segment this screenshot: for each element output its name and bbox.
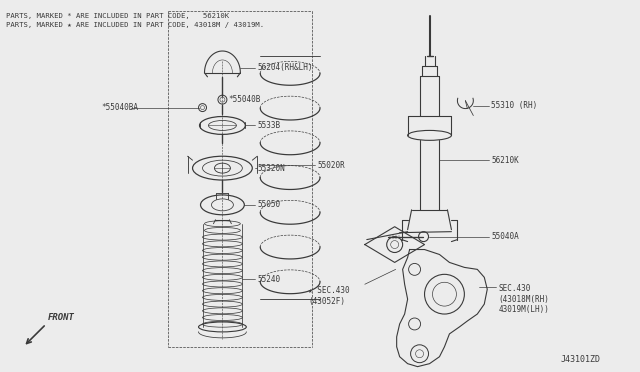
Text: *55040B: *55040B	[228, 95, 260, 104]
Text: 55020R: 55020R	[317, 161, 345, 170]
Text: 55050: 55050	[257, 201, 280, 209]
Text: 55310 (RH): 55310 (RH)	[492, 101, 538, 110]
Text: J43101ZD: J43101ZD	[561, 355, 601, 364]
Text: 55040A: 55040A	[492, 232, 519, 241]
Text: ★ SEC.430
(43052F): ★ SEC.430 (43052F)	[308, 286, 349, 306]
Text: PARTS, MARKED * ARE INCLUDED IN PART CODE,   56210K: PARTS, MARKED * ARE INCLUDED IN PART COD…	[6, 13, 230, 19]
Text: *55040BA: *55040BA	[101, 103, 138, 112]
Text: FRONT: FRONT	[48, 313, 75, 322]
Text: SEC.430
(43018M(RH)
43019M(LH)): SEC.430 (43018M(RH) 43019M(LH))	[498, 284, 549, 314]
Text: 55240: 55240	[257, 275, 280, 284]
Text: 56204(RH&LH): 56204(RH&LH)	[257, 63, 313, 73]
Text: 55320N: 55320N	[257, 164, 285, 173]
Text: 5533B: 5533B	[257, 121, 280, 130]
Text: PARTS, MARKED ★ ARE INCLUDED IN PART CODE, 43018M / 43019M.: PARTS, MARKED ★ ARE INCLUDED IN PART COD…	[6, 22, 264, 28]
Text: 56210K: 56210K	[492, 156, 519, 165]
